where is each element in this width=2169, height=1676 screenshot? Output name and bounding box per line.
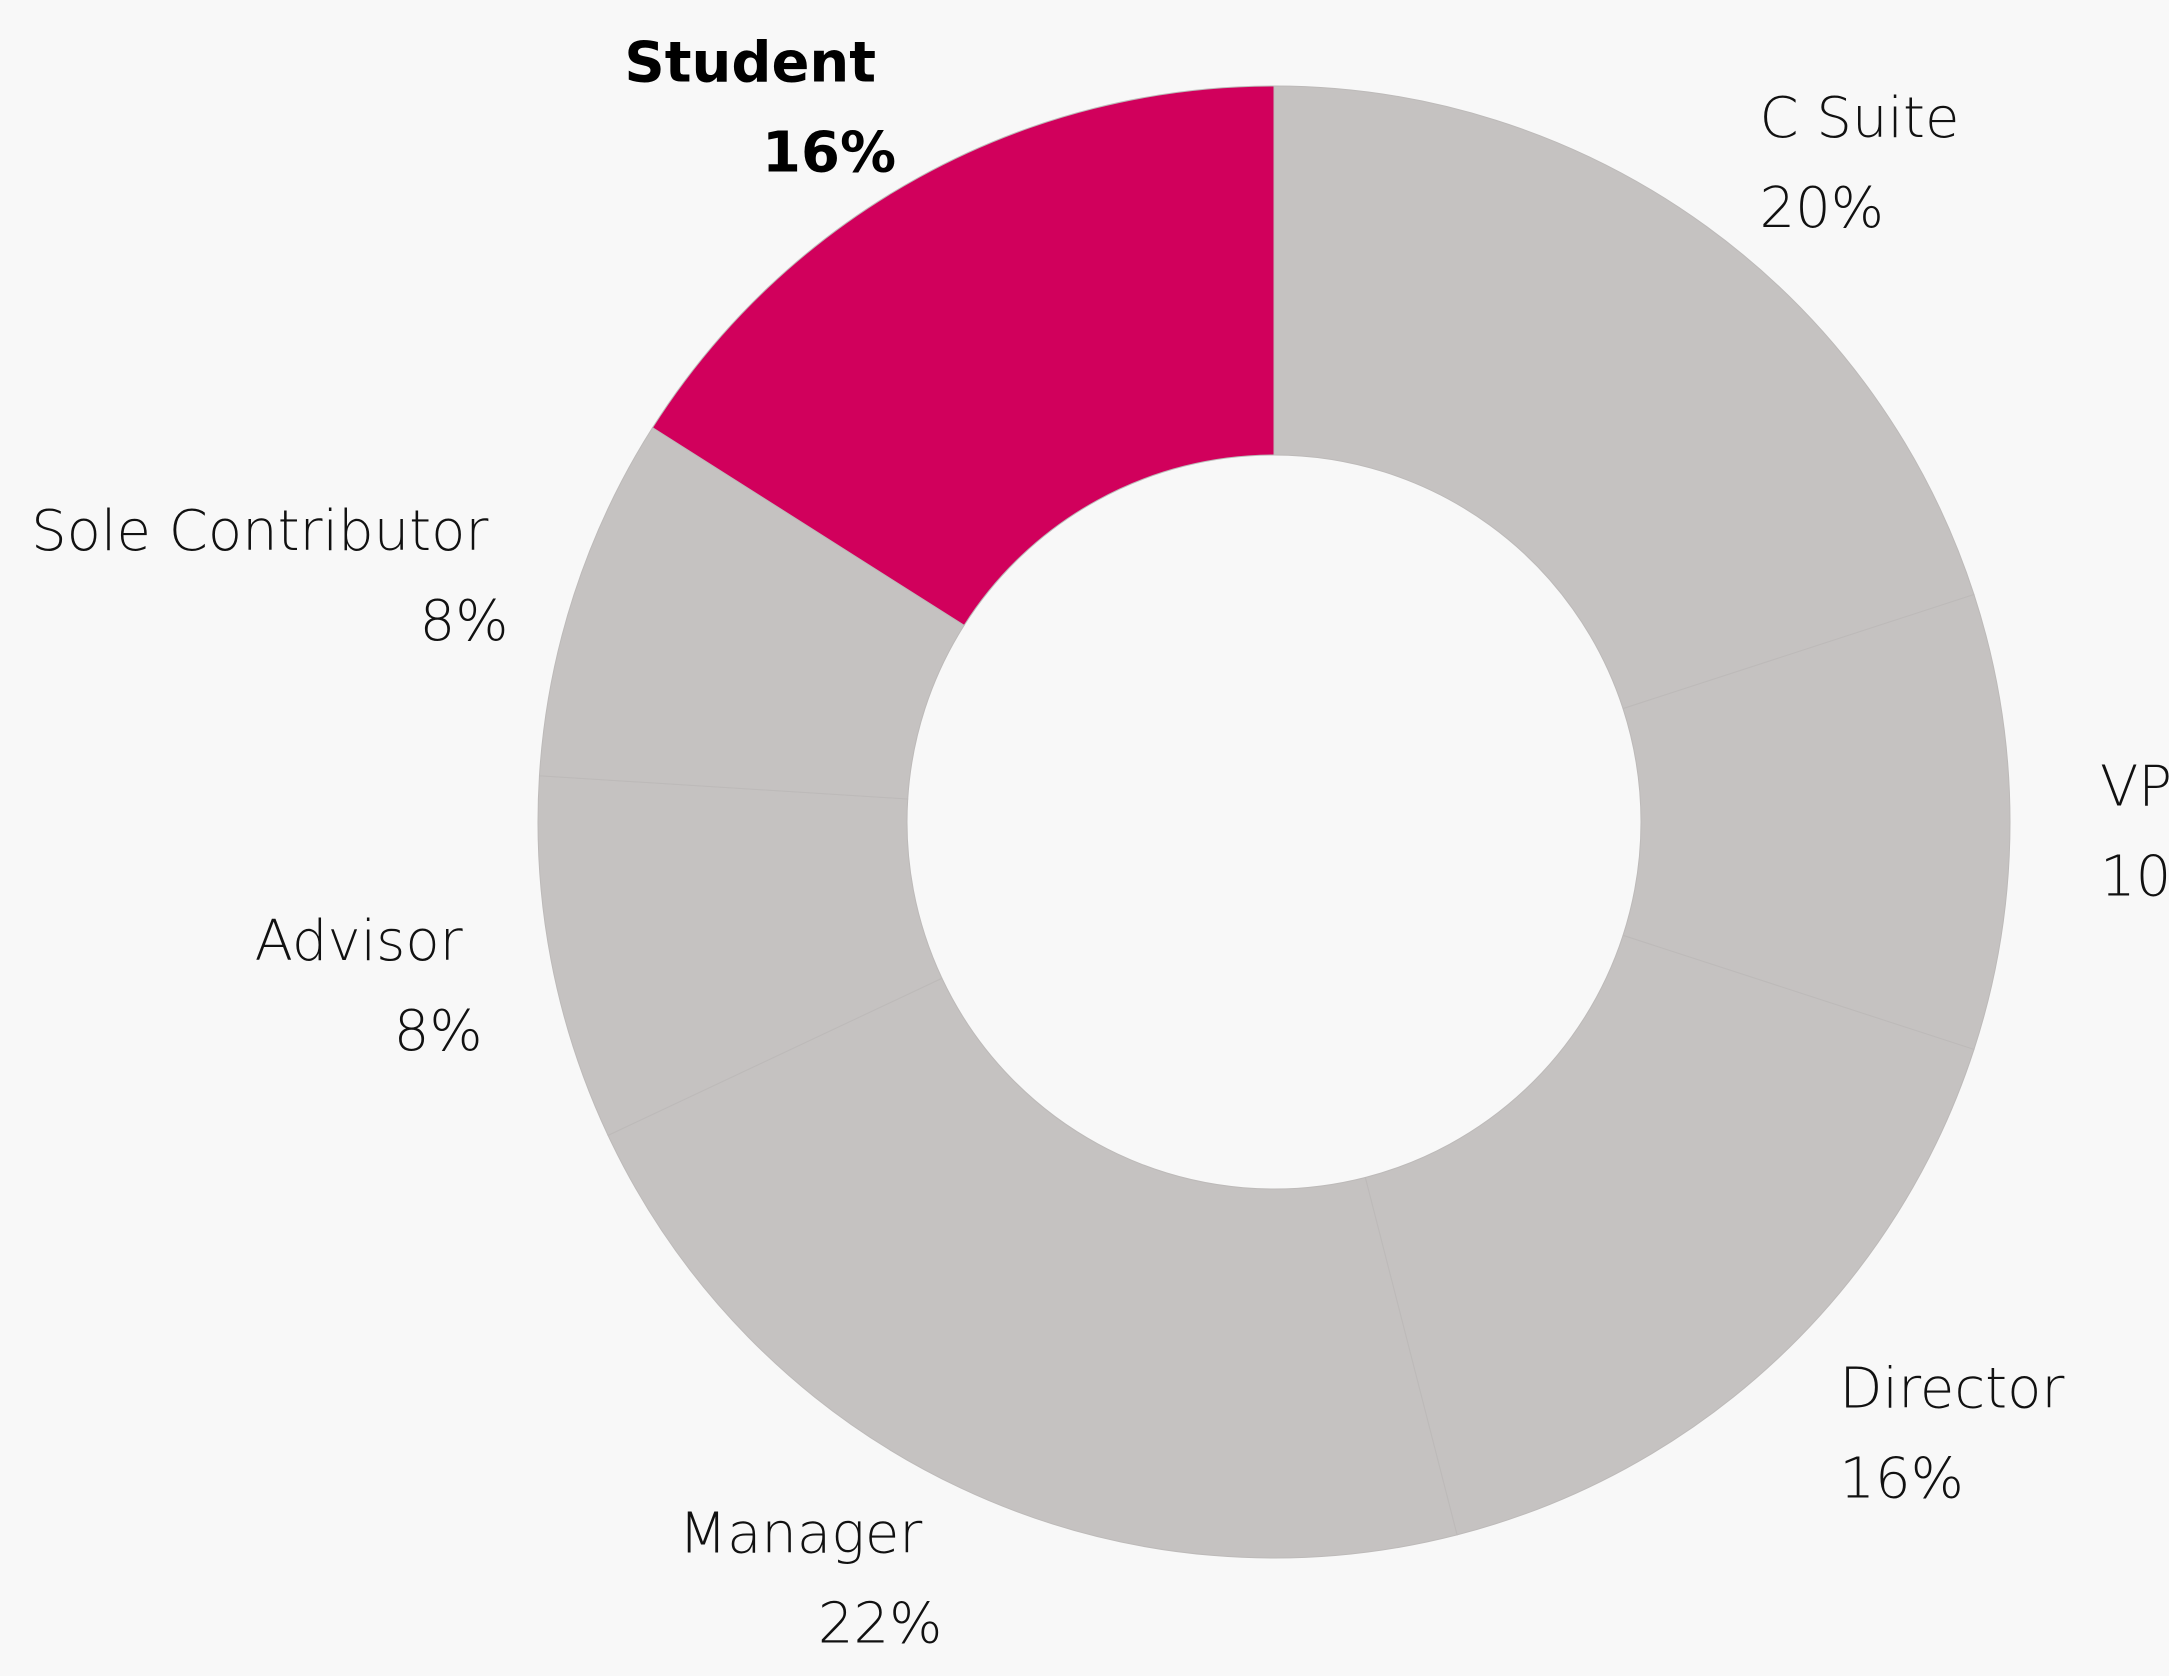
donut-slice bbox=[1622, 593, 2011, 1051]
slice-label: Sole Contributor bbox=[31, 499, 488, 564]
donut-slice bbox=[537, 775, 943, 1137]
slice-value-label: 22% bbox=[818, 1592, 942, 1657]
donut-slice bbox=[538, 426, 965, 800]
donut-slice bbox=[607, 977, 1458, 1559]
slice-label: Director bbox=[1839, 1356, 2064, 1421]
slice-label: Advisor bbox=[255, 909, 463, 974]
slice-value-label: 8% bbox=[394, 999, 483, 1064]
slice-value-label: 10% bbox=[2100, 844, 2169, 909]
donut-slice bbox=[651, 85, 1275, 627]
slice-label: VP bbox=[2100, 754, 2169, 819]
donut-slice bbox=[1273, 85, 1975, 710]
slice-value-label: 8% bbox=[420, 589, 509, 654]
donut-slice bbox=[1364, 934, 1975, 1536]
slice-label: Manager bbox=[679, 1502, 923, 1567]
slice-label: Student bbox=[624, 30, 876, 95]
slice-value-label: 16% bbox=[1839, 1446, 1963, 1511]
slice-value-label: 20% bbox=[1760, 176, 1884, 241]
slice-label: C Suite bbox=[1760, 86, 1960, 151]
slice-value-label: 16% bbox=[762, 120, 896, 185]
